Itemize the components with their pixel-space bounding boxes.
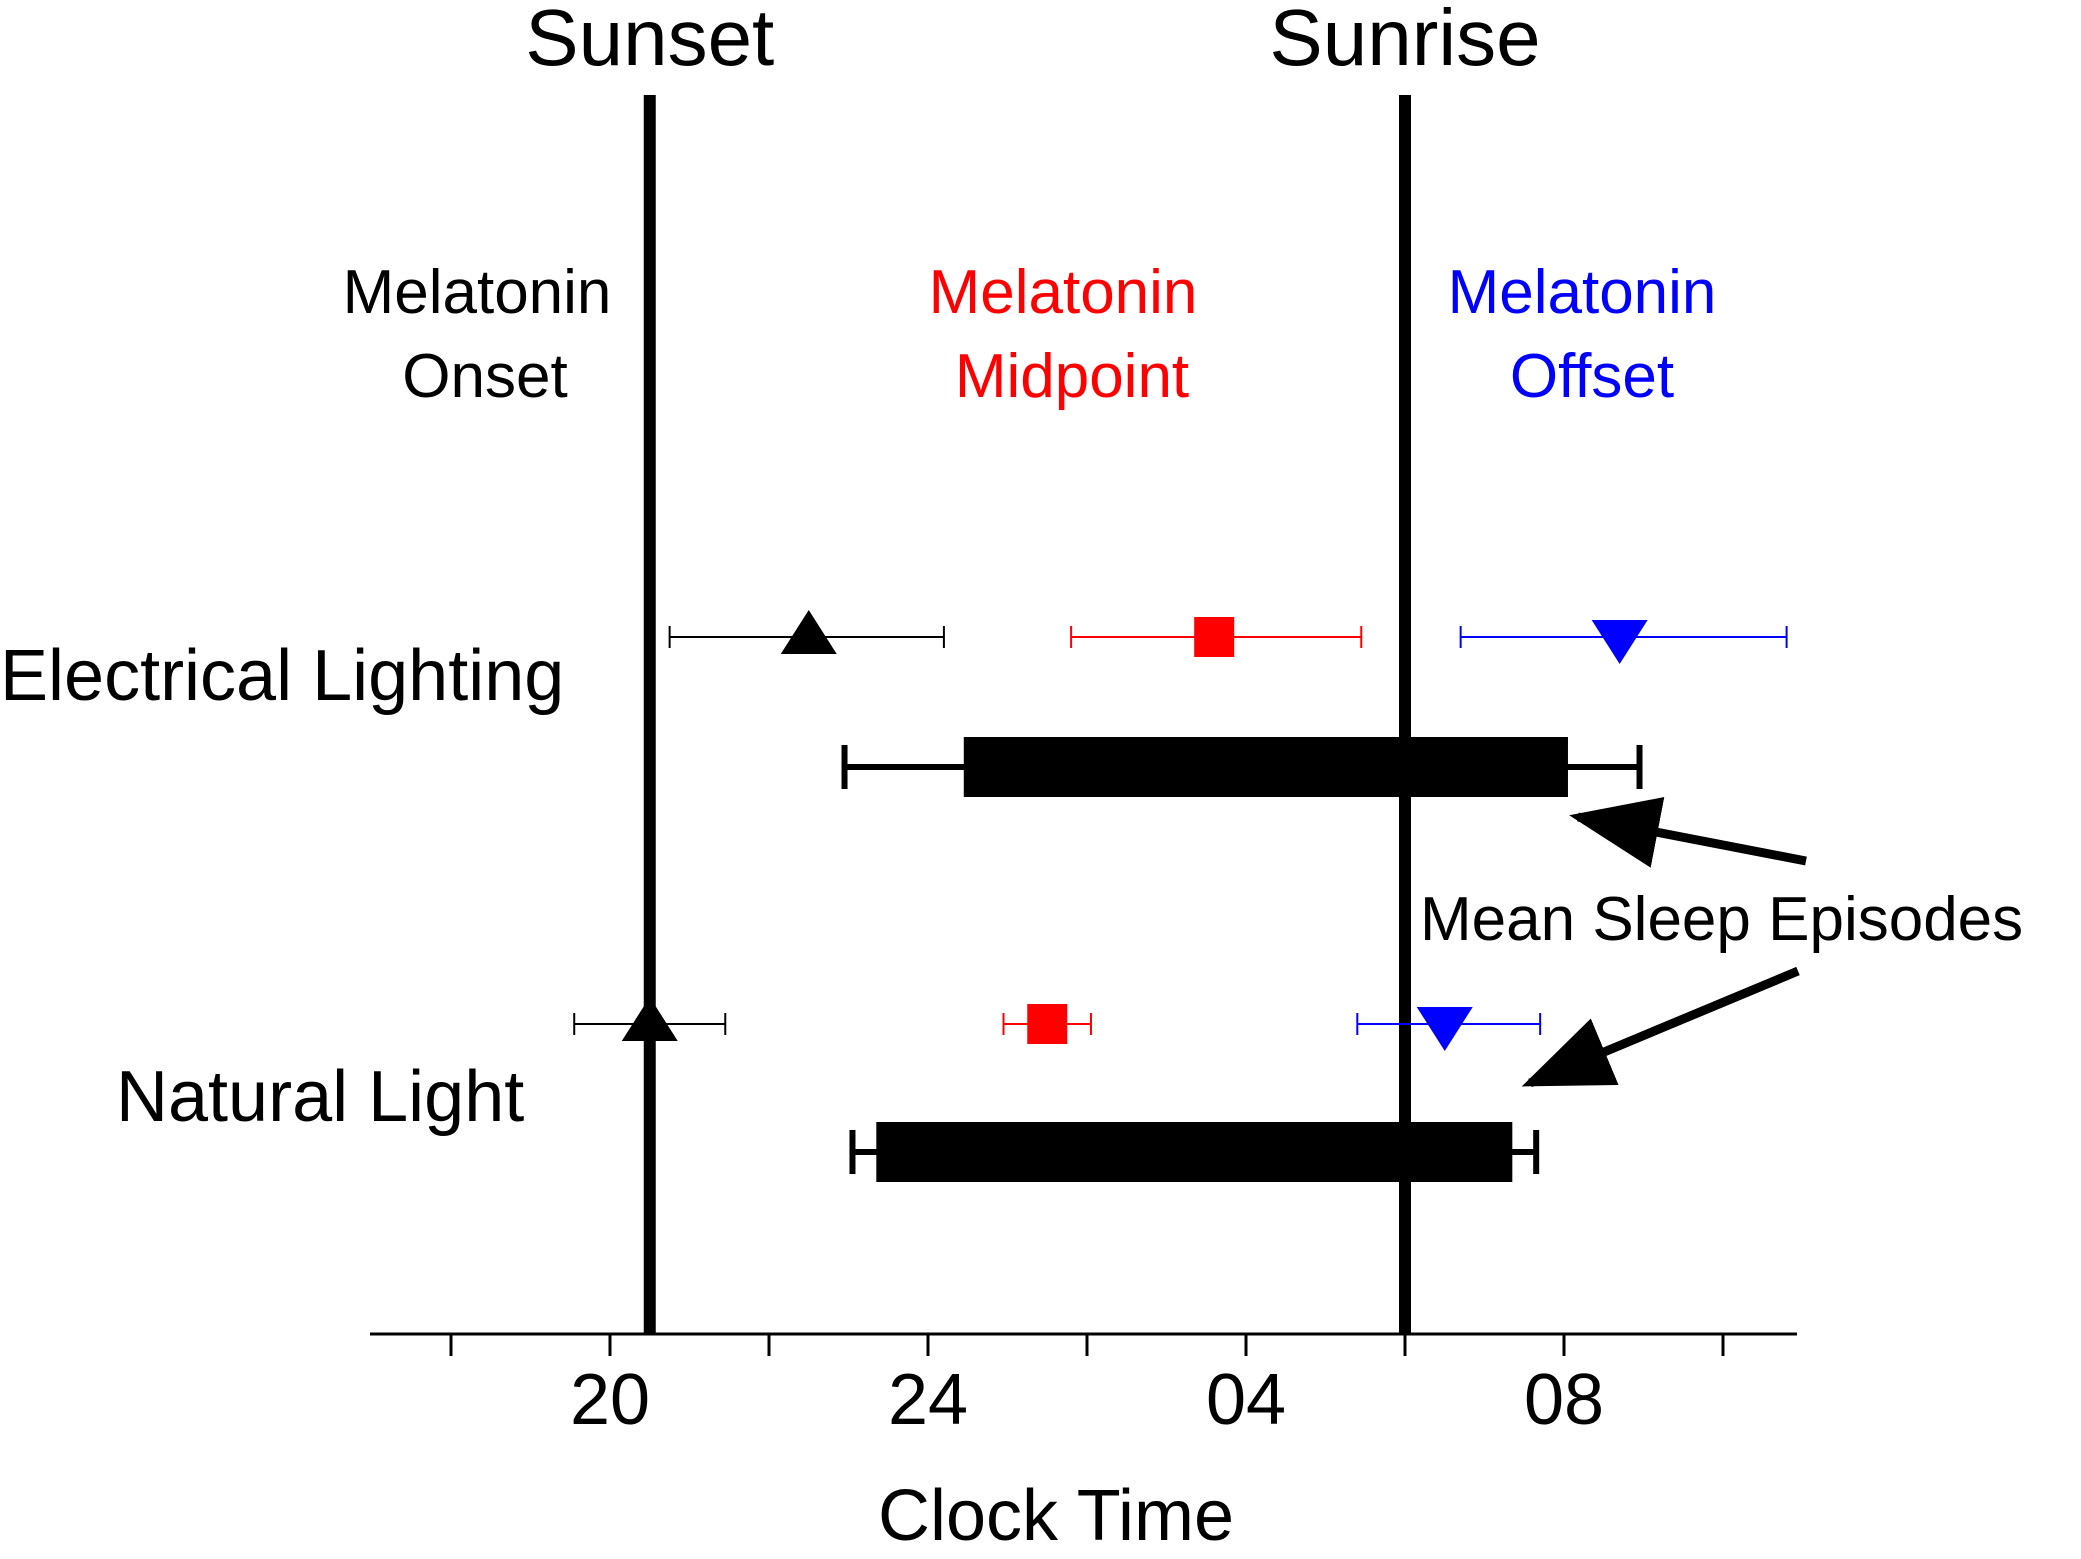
reference-lines: Sunset Sunrise bbox=[525, 0, 1541, 1334]
midpoint-header-line1: Melatonin bbox=[929, 258, 1198, 327]
condition-label-natural-light: Natural Light bbox=[116, 1057, 524, 1137]
x-tick-label: 04 bbox=[1206, 1360, 1286, 1440]
offset-header-line1: Melatonin bbox=[1448, 258, 1717, 327]
data-marks bbox=[573, 610, 1788, 1182]
offset-marker bbox=[1416, 1007, 1473, 1051]
offset-header-line2: Offset bbox=[1510, 342, 1674, 411]
annotation-mean-sleep-episodes: Mean Sleep Episodes bbox=[1420, 885, 2023, 954]
midpoint-header-line2: Midpoint bbox=[955, 342, 1189, 411]
series-headers: Melatonin Onset Melatonin Midpoint Melat… bbox=[343, 258, 1717, 411]
onset-marker bbox=[780, 610, 837, 654]
x-tick-label: 08 bbox=[1524, 1360, 1604, 1440]
offset-marker bbox=[1591, 620, 1648, 664]
onset-marker bbox=[621, 997, 678, 1041]
x-axis-label: Clock Time bbox=[878, 1476, 1234, 1556]
reference-line-label: Sunrise bbox=[1269, 0, 1540, 82]
x-axis: 20 24 04 08 bbox=[370, 1332, 1797, 1440]
x-tick-label: 24 bbox=[888, 1360, 968, 1440]
reference-line-label: Sunset bbox=[525, 0, 774, 82]
x-tick-label: 20 bbox=[570, 1360, 650, 1440]
sleep-episode-bar bbox=[876, 1122, 1513, 1182]
annotation-arrow-lower bbox=[1521, 966, 1800, 1088]
midpoint-marker bbox=[1027, 1004, 1068, 1044]
sleep-episode-bar bbox=[963, 737, 1568, 797]
condition-label-electrical-lighting: Electrical Lighting bbox=[0, 636, 564, 716]
onset-header-line1: Melatonin bbox=[343, 258, 612, 327]
annotation-arrow-upper bbox=[1569, 797, 1807, 868]
onset-header-line2: Onset bbox=[402, 342, 567, 411]
midpoint-marker bbox=[1194, 617, 1235, 657]
